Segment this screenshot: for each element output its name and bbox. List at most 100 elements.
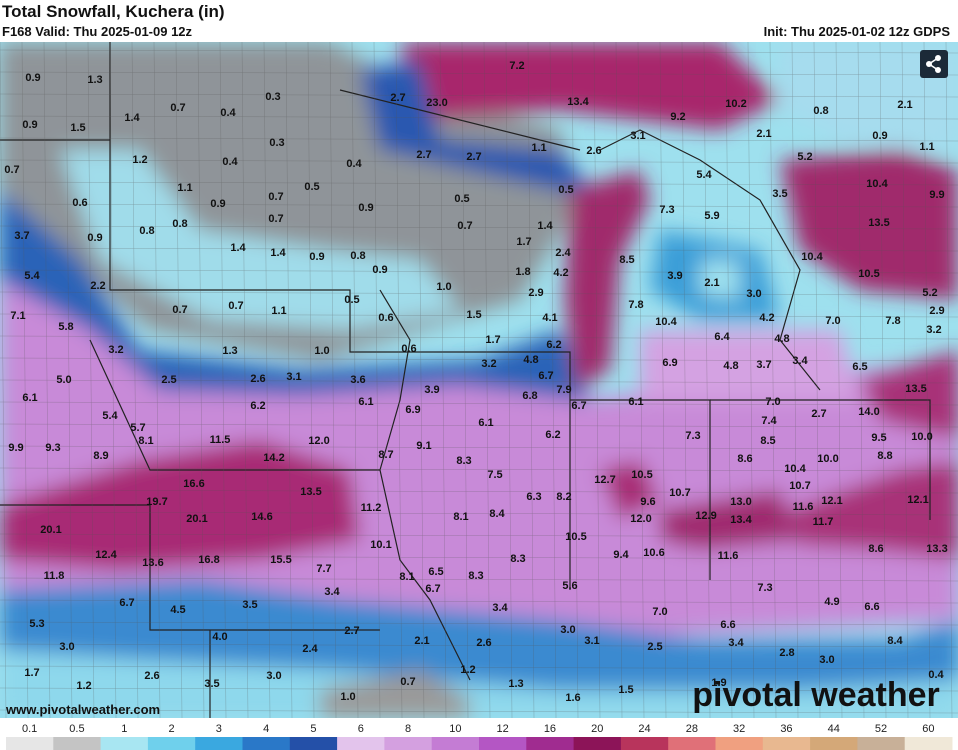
snowfall-label: 7.2 xyxy=(509,60,524,72)
county-line xyxy=(527,42,535,718)
snowfall-label: 16.8 xyxy=(198,554,219,566)
county-line xyxy=(351,42,359,718)
brand-watermark: pivotal weather xyxy=(692,676,940,714)
snowfall-label: 6.9 xyxy=(405,404,420,416)
snowfall-label: 10.7 xyxy=(789,480,810,492)
county-line xyxy=(461,42,469,718)
snowfall-label: 16.6 xyxy=(183,478,204,490)
snowfall-label: 9.5 xyxy=(871,432,886,444)
snowfall-label: 23.0 xyxy=(426,97,447,109)
snowfall-label: 13.6 xyxy=(142,557,163,569)
county-line xyxy=(0,357,958,362)
county-line xyxy=(901,42,909,718)
county-line xyxy=(0,489,958,494)
snowfall-label: 7.8 xyxy=(885,315,900,327)
snowfall-label: 7.0 xyxy=(765,396,780,408)
county-line xyxy=(0,467,958,472)
snowfall-label: 0.7 xyxy=(228,300,243,312)
snowfall-label: 13.0 xyxy=(730,496,751,508)
snowfall-label: 1.7 xyxy=(516,236,531,248)
colorbar-swatch xyxy=(810,737,858,750)
snowfall-label: 6.9 xyxy=(662,357,677,369)
snowfall-label: 3.2 xyxy=(481,358,496,370)
snowfall-label: 10.5 xyxy=(565,531,586,543)
colorbar-swatch xyxy=(904,737,953,750)
snowfall-label: 0.9 xyxy=(22,119,37,131)
snowfall-label: 8.1 xyxy=(399,571,414,583)
colorbar-swatch xyxy=(620,737,669,750)
snowfall-label: 8.4 xyxy=(489,508,505,520)
snowfall-label: 3.0 xyxy=(266,670,281,682)
snowfall-label: 2.5 xyxy=(161,374,176,386)
colorbar-swatch xyxy=(762,737,811,750)
county-line xyxy=(241,42,249,718)
colorbar-label: 44 xyxy=(828,723,840,735)
snowfall-label: 6.1 xyxy=(628,396,643,408)
county-line xyxy=(659,42,667,718)
snowfall-label: 3.4 xyxy=(728,637,744,649)
snowfall-label: 6.1 xyxy=(358,396,373,408)
snowfall-label: 3.9 xyxy=(667,270,682,282)
snowfall-label: 1.1 xyxy=(177,182,192,194)
snowfall-label: 4.8 xyxy=(774,333,789,345)
snowfall-label: 8.6 xyxy=(868,543,883,555)
snowfall-label: 5.6 xyxy=(562,580,577,592)
snowfall-label: 0.3 xyxy=(269,137,284,149)
snowfall-label: 3.2 xyxy=(108,344,123,356)
colorbar-swatch xyxy=(857,737,906,750)
snowfall-label: 0.9 xyxy=(372,264,387,276)
snowfall-label: 1.2 xyxy=(132,154,147,166)
snowfall-label: 0.4 xyxy=(222,156,238,168)
snowfall-label: 7.4 xyxy=(761,415,777,427)
footer-url: www.pivotalweather.com xyxy=(5,702,160,717)
snowfall-label: 0.3 xyxy=(265,91,280,103)
county-line xyxy=(615,42,623,718)
snowfall-label: 12.0 xyxy=(630,513,651,525)
colorbar-label: 28 xyxy=(686,723,698,735)
colorbar-label: 8 xyxy=(405,723,411,735)
snowfall-field xyxy=(0,42,958,718)
snowfall-label: 20.1 xyxy=(40,524,61,536)
county-line xyxy=(747,42,755,718)
colorbar-label: 16 xyxy=(544,723,556,735)
snowfall-label: 0.9 xyxy=(872,130,887,142)
county-line xyxy=(0,445,958,450)
snowfall-label: 9.1 xyxy=(416,440,431,452)
snowfall-label: 12.0 xyxy=(308,435,329,447)
county-line xyxy=(0,643,958,648)
colorbar-label: 5 xyxy=(310,723,316,735)
colorbar-label: 32 xyxy=(733,723,745,735)
snowfall-label: 0.6 xyxy=(401,343,416,355)
snowfall-label: 3.9 xyxy=(424,384,439,396)
snowfall-label: 3.5 xyxy=(242,599,257,611)
snowfall-label: 4.5 xyxy=(170,604,185,616)
county-line xyxy=(0,599,958,604)
snowfall-label: 6.5 xyxy=(428,566,443,578)
snowfall-label: 1.4 xyxy=(537,220,553,232)
snowfall-label: 2.1 xyxy=(414,635,429,647)
colorbar-swatch xyxy=(573,737,622,750)
snowfall-label: 2.4 xyxy=(555,247,571,259)
county-line xyxy=(0,665,958,670)
snowfall-label: 8.1 xyxy=(138,435,153,447)
snowfall-label: 10.4 xyxy=(801,251,823,263)
county-line xyxy=(505,42,513,718)
snowfall-label: 8.5 xyxy=(619,254,634,266)
snowfall-label: 12.9 xyxy=(695,510,716,522)
county-line xyxy=(791,42,799,718)
snowfall-label: 14.2 xyxy=(263,452,284,464)
snowfall-label: 0.9 xyxy=(210,198,225,210)
snowfall-label: 13.5 xyxy=(905,383,926,395)
colorbar-label: 0.5 xyxy=(69,723,84,735)
snowfall-label: 2.9 xyxy=(528,287,543,299)
snowfall-label: 7.0 xyxy=(652,606,667,618)
county-line xyxy=(945,42,953,718)
snowfall-label: 1.3 xyxy=(87,74,102,86)
snowfall-label: 6.4 xyxy=(714,331,730,343)
snowfall-label: 1.1 xyxy=(531,142,546,154)
snowfall-label: 5.2 xyxy=(797,151,812,163)
share-button[interactable] xyxy=(920,50,948,78)
snowfall-label: 5.2 xyxy=(922,287,937,299)
county-line xyxy=(0,335,958,340)
